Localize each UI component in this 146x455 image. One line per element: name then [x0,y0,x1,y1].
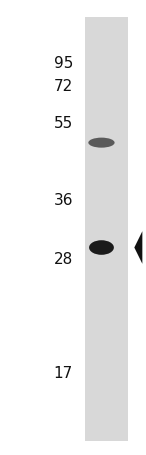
Ellipse shape [89,241,114,255]
Ellipse shape [88,138,115,148]
Text: 55: 55 [54,116,73,130]
Text: 95: 95 [54,56,73,71]
Text: 72: 72 [54,79,73,94]
Text: 28: 28 [54,252,73,267]
Text: 36: 36 [53,193,73,207]
Text: 17: 17 [54,366,73,380]
Bar [85,18,128,441]
Polygon shape [134,232,142,264]
